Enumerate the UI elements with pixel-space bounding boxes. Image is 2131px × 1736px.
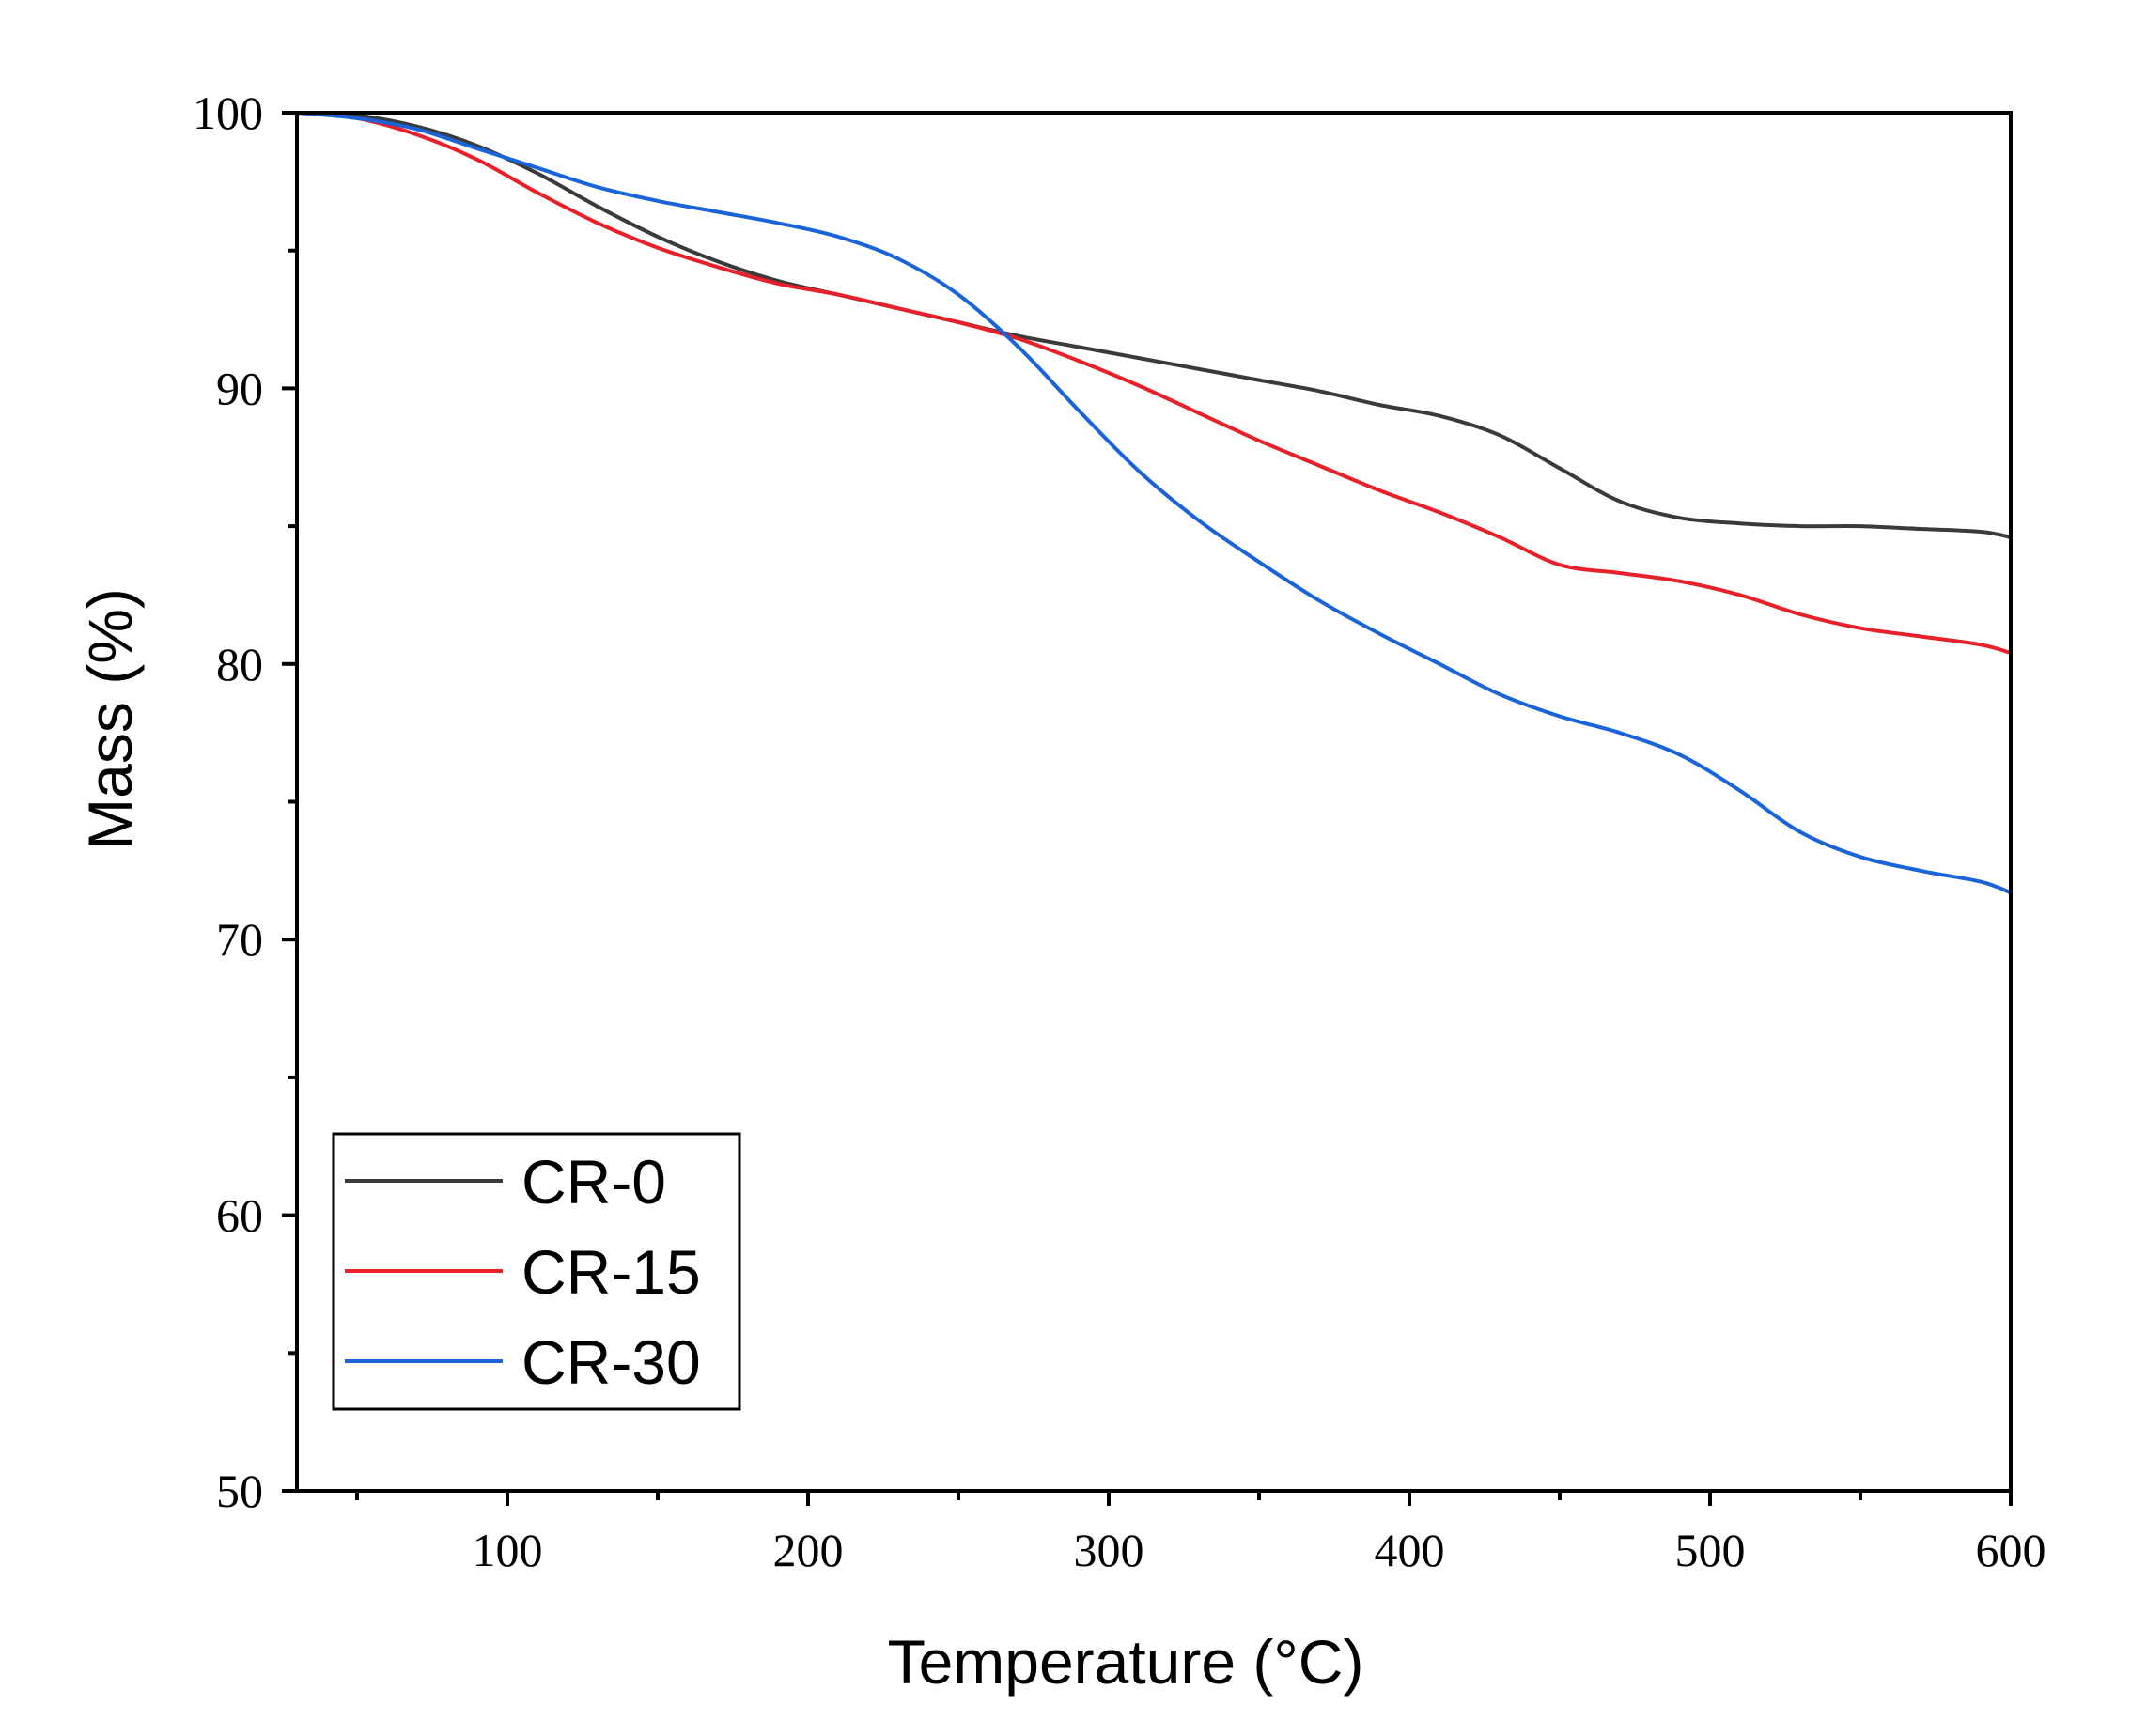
series-line-cr-0 (295, 111, 2013, 539)
tick-layer: 100 200 300 400 500 600 50 60 70 80 90 100 (193, 86, 2046, 1576)
x-tick-label: 400 (1375, 1524, 1445, 1576)
series-line-cr-15 (295, 111, 2013, 656)
legend-label-cr-15: CR-15 (521, 1237, 701, 1307)
y-tick-label: 80 (216, 638, 263, 690)
y-tick-label: 60 (216, 1189, 263, 1242)
y-tick-label: 70 (216, 913, 263, 966)
y-tick-label: 90 (216, 362, 263, 414)
x-tick-label: 500 (1675, 1524, 1746, 1576)
legend-label-cr-30: CR-30 (521, 1327, 701, 1397)
y-tick-label: 100 (193, 86, 263, 139)
series-layer (295, 111, 2013, 895)
series-line-cr-30 (295, 111, 2013, 895)
y-tick-label: 50 (216, 1465, 263, 1517)
x-tick-label: 200 (773, 1524, 844, 1576)
legend-label-cr-0: CR-0 (521, 1147, 666, 1217)
legend: CR-0 CR-15 CR-30 (332, 1132, 741, 1411)
x-tick-label: 300 (1074, 1524, 1144, 1576)
x-axis-title: Temperature (°C) (888, 1627, 1364, 1697)
y-axis-title: Mass (%) (75, 588, 145, 850)
x-tick-label: 100 (473, 1524, 543, 1576)
x-tick-label: 600 (1976, 1524, 2046, 1576)
